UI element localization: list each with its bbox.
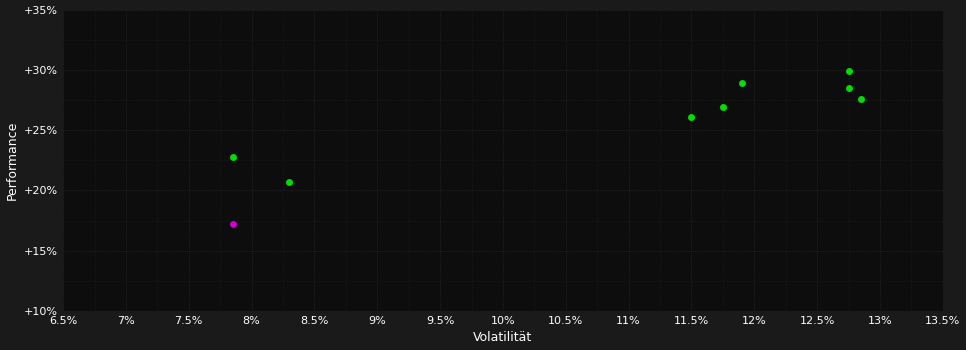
Point bbox=[734, 80, 750, 86]
Point bbox=[853, 96, 868, 101]
Point bbox=[684, 114, 699, 120]
Point bbox=[225, 154, 241, 160]
Point bbox=[715, 104, 730, 110]
Point bbox=[840, 85, 856, 91]
Point bbox=[225, 222, 241, 227]
Y-axis label: Performance: Performance bbox=[6, 121, 18, 200]
X-axis label: Volatilität: Volatilität bbox=[473, 331, 532, 344]
Point bbox=[840, 68, 856, 74]
Point bbox=[281, 179, 297, 185]
